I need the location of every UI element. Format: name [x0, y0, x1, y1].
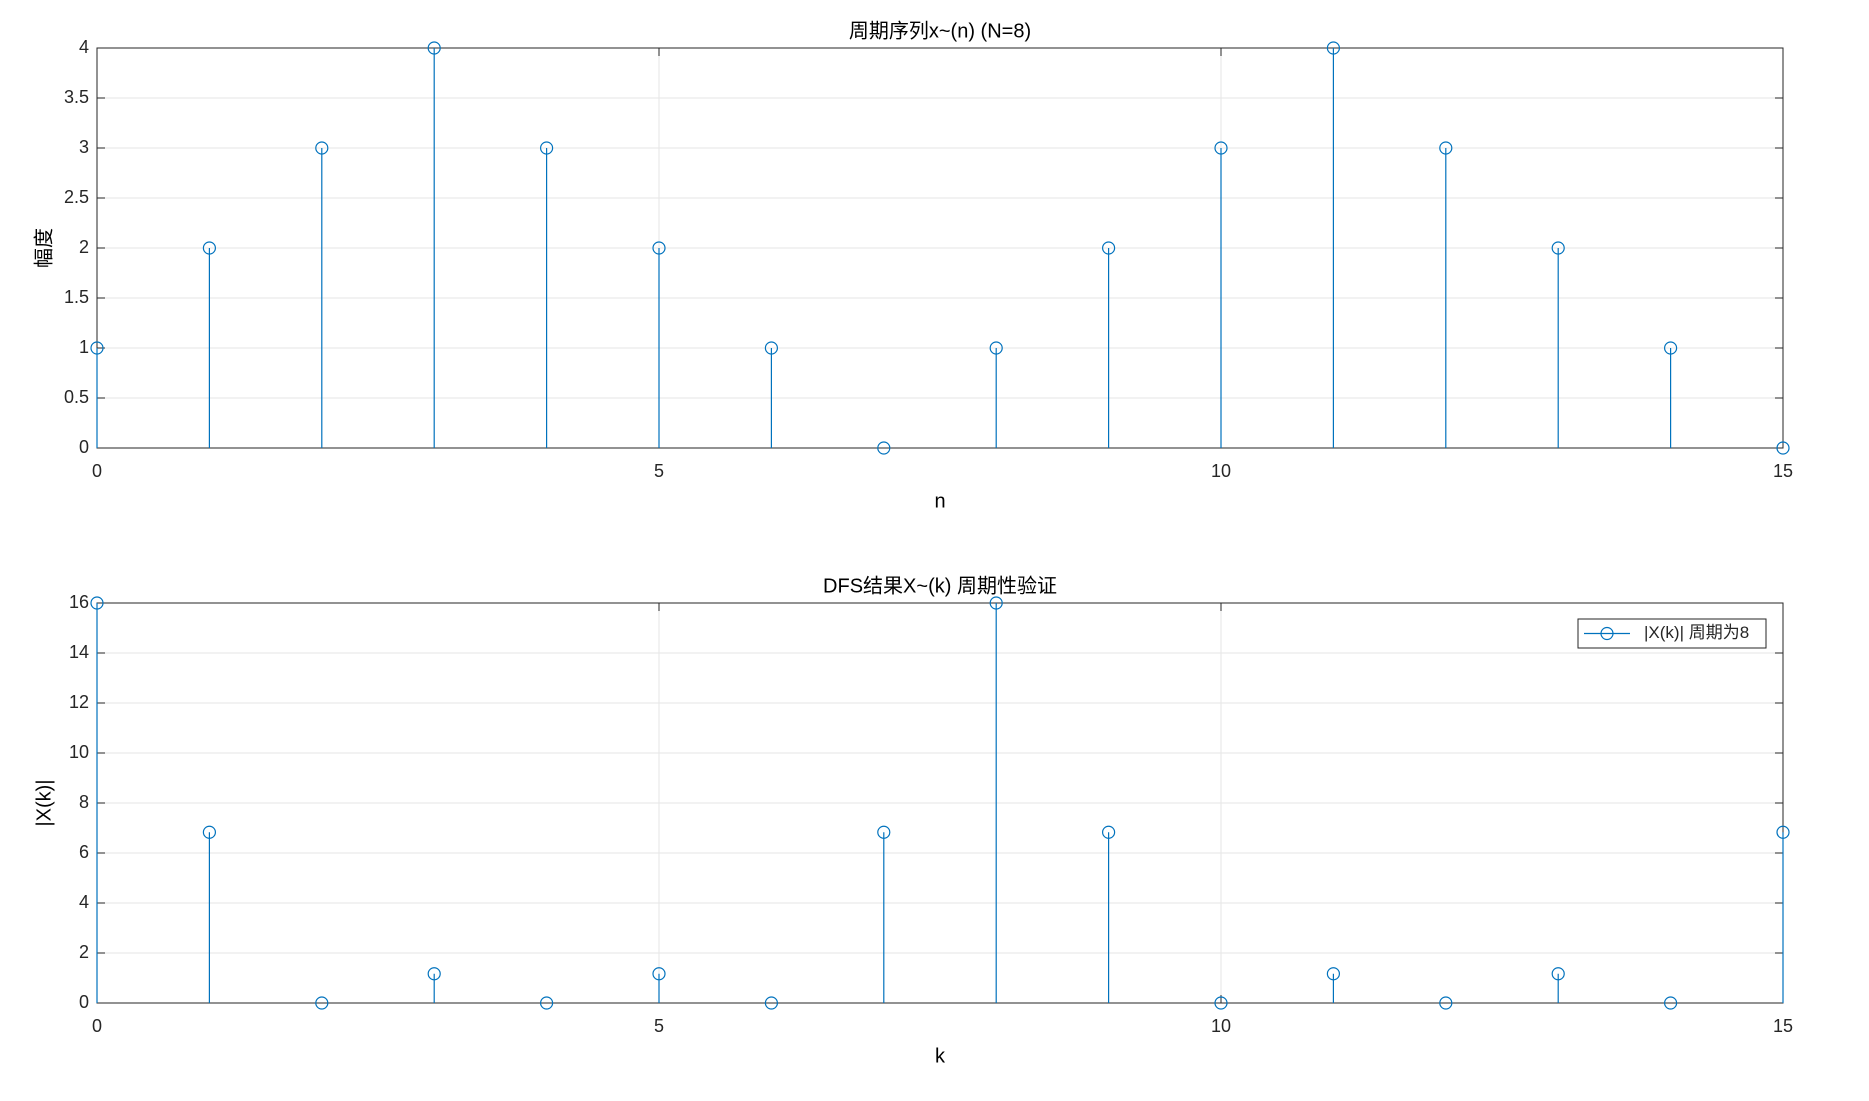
chart-title: 周期序列x~(n) (N=8) [849, 19, 1031, 42]
stem-marker [90, 341, 104, 355]
stem-marker [764, 341, 779, 355]
x-axis-label: k [935, 1045, 946, 1067]
y-tick-label: 3 [79, 137, 89, 157]
x-tick-label: 0 [92, 461, 102, 481]
y-tick-label: 8 [79, 792, 89, 812]
stem-marker [1551, 241, 1565, 255]
y-axis-label: 幅度 [32, 228, 55, 268]
stem-marker [1101, 241, 1116, 255]
y-axis-label: |X(k)| [33, 779, 55, 826]
y-tick-label: 2.5 [64, 187, 89, 207]
stem-marker [1214, 996, 1228, 1010]
y-tick-label: 1.5 [64, 287, 89, 307]
stem-marker [1663, 341, 1678, 355]
y-tick-label: 16 [69, 592, 89, 612]
stem-marker [1214, 141, 1228, 155]
stem-marker [1776, 825, 1790, 839]
y-tick-label: 14 [69, 642, 89, 662]
stem-marker [652, 967, 666, 981]
stem-marker [764, 996, 779, 1010]
stem-marker [539, 996, 554, 1010]
stem-marker [1776, 441, 1790, 455]
stem-marker [1101, 825, 1116, 839]
stem-marker [90, 596, 104, 610]
y-tick-label: 0 [79, 437, 89, 457]
x-tick-label: 5 [654, 461, 664, 481]
x-axis-label: n [934, 490, 945, 512]
axes-box [96, 47, 1784, 449]
stem-marker [989, 341, 1003, 355]
y-tick-label: 12 [69, 692, 89, 712]
stem-marker [427, 967, 441, 981]
x-tick-label: 10 [1211, 1016, 1231, 1036]
y-tick-label: 0.5 [64, 387, 89, 407]
x-tick-label: 5 [654, 1016, 664, 1036]
stem-marker [1439, 141, 1453, 155]
stem-marker [1439, 996, 1453, 1010]
x-tick-label: 10 [1211, 461, 1231, 481]
stem-marker [202, 825, 216, 839]
stem-marker [877, 825, 891, 839]
stem-marker [1326, 41, 1341, 55]
stem-marker [877, 441, 891, 455]
y-tick-label: 0 [79, 992, 89, 1012]
stem-marker [202, 241, 216, 255]
chart-title: DFS结果X~(k) 周期性验证 [823, 574, 1057, 597]
y-tick-label: 4 [79, 37, 89, 57]
y-tick-label: 10 [69, 742, 89, 762]
y-tick-label: 4 [79, 892, 89, 912]
stem-marker [1326, 967, 1341, 981]
x-tick-label: 15 [1773, 461, 1793, 481]
stem-marker [652, 241, 666, 255]
y-tick-label: 3.5 [64, 87, 89, 107]
x-tick-label: 15 [1773, 1016, 1793, 1036]
stem-marker [1663, 996, 1678, 1010]
y-tick-label: 6 [79, 842, 89, 862]
stem-marker [539, 141, 554, 155]
legend-marker [1600, 626, 1614, 641]
stem-marker [315, 996, 329, 1010]
stem-marker [315, 141, 329, 155]
legend-label: |X(k)| 周期为8 [1644, 623, 1749, 642]
y-tick-label: 2 [79, 942, 89, 962]
y-tick-label: 2 [79, 237, 89, 257]
stem-marker [989, 596, 1003, 610]
x-tick-label: 0 [92, 1016, 102, 1036]
y-tick-label: 1 [79, 337, 89, 357]
stem-marker [1551, 967, 1565, 981]
stem-marker [427, 41, 441, 55]
